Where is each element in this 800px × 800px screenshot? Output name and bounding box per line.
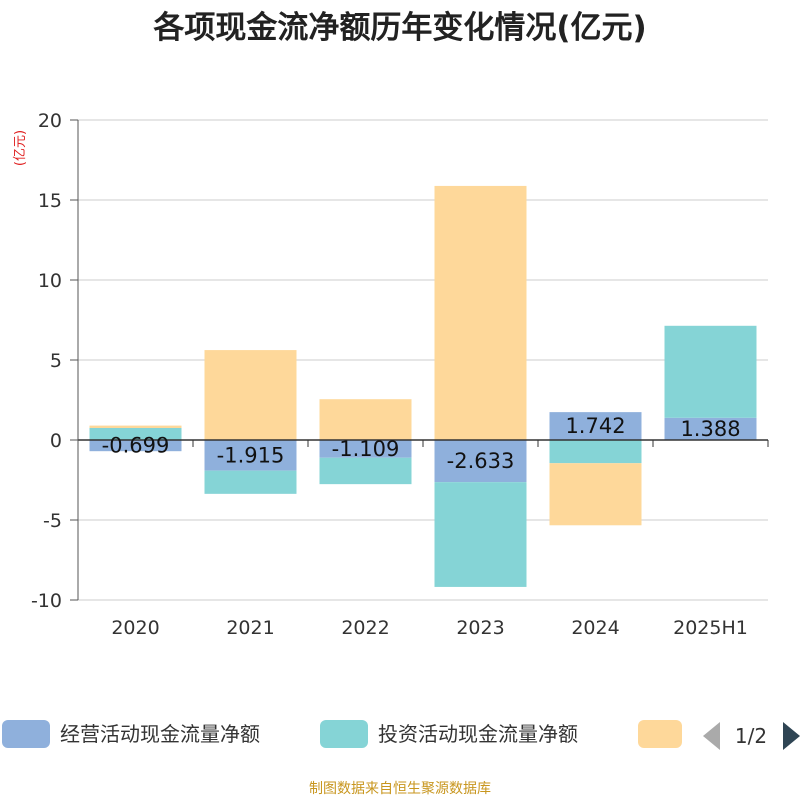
legend-swatch-operating[interactable] <box>2 720 50 748</box>
y-tick-label: 15 <box>38 190 62 212</box>
y-tick-label: 0 <box>50 430 62 452</box>
data-labels: -0.699 -1.915 -1.109 -2.633 1.742 1.388 <box>102 414 741 473</box>
bar-operating-2025H1[interactable] <box>664 417 757 440</box>
bar-investing-2025H1[interactable] <box>664 325 757 418</box>
y-tick-label: -5 <box>43 510 62 532</box>
bar-operating-2022[interactable] <box>319 440 412 458</box>
bar-investing-2021[interactable] <box>204 470 297 494</box>
bar-investing-2020[interactable] <box>89 428 182 440</box>
y-axis-ticks: -10 -5 0 5 10 15 20 <box>31 110 78 612</box>
triangle-left-icon[interactable] <box>703 722 720 750</box>
data-label-2021: -1.915 <box>217 443 285 467</box>
bar-financing-2022[interactable] <box>319 399 412 440</box>
bar-operating-2021[interactable] <box>204 440 297 471</box>
data-label-2022: -1.109 <box>332 437 400 461</box>
bar-financing-2024[interactable] <box>549 463 642 526</box>
bar-investing-2023[interactable] <box>434 482 527 587</box>
bar-operating-2020[interactable] <box>89 440 182 452</box>
data-label-2020: -0.699 <box>102 434 170 458</box>
bar-financing-2020[interactable] <box>89 425 182 428</box>
x-tick-label: 2024 <box>571 617 619 639</box>
x-tick-label: 2020 <box>111 617 159 639</box>
x-tick-label: 2021 <box>226 617 274 639</box>
bar-operating-2023[interactable] <box>434 440 527 483</box>
data-label-2023: -2.633 <box>447 449 515 473</box>
y-tick-label: -10 <box>31 590 62 612</box>
data-source: 制图数据来自恒生聚源数据库 <box>309 781 491 797</box>
legend-label-investing[interactable]: 投资活动现金流量净额 <box>378 722 578 746</box>
x-tick-label: 2023 <box>456 617 504 639</box>
x-axis <box>77 120 769 601</box>
x-axis-ticks: 2020 2021 2022 2023 2024 2025H1 <box>111 617 748 639</box>
chart-title: 各项现金流净额历年变化情况(亿元) <box>152 10 646 46</box>
x-tick-label: 2022 <box>341 617 389 639</box>
bar-investing-2024[interactable] <box>549 440 642 464</box>
y-axis-unit: (亿元) <box>13 130 28 166</box>
legend: 经营活动现金流量净额 投资活动现金流量净额 1/2 <box>2 720 800 750</box>
legend-label-operating[interactable]: 经营活动现金流量净额 <box>60 722 260 746</box>
triangle-right-icon[interactable] <box>783 722 800 750</box>
bar-financing-2021[interactable] <box>204 350 297 440</box>
data-label-2024: 1.742 <box>565 414 625 438</box>
legend-swatch-investing[interactable] <box>320 720 368 748</box>
y-tick-label: 5 <box>50 350 62 372</box>
y-tick-label: 20 <box>38 110 62 132</box>
bar-investing-2022[interactable] <box>319 457 412 485</box>
data-label-2025H1: 1.388 <box>680 417 740 441</box>
legend-swatch-financing[interactable] <box>638 720 682 748</box>
bars <box>89 185 757 587</box>
bar-operating-2024[interactable] <box>549 412 642 440</box>
y-tick-label: 10 <box>38 270 62 292</box>
legend-pager: 1/2 <box>735 724 767 748</box>
x-tick-label: 2025H1 <box>673 617 748 639</box>
bar-financing-2023[interactable] <box>434 185 527 440</box>
